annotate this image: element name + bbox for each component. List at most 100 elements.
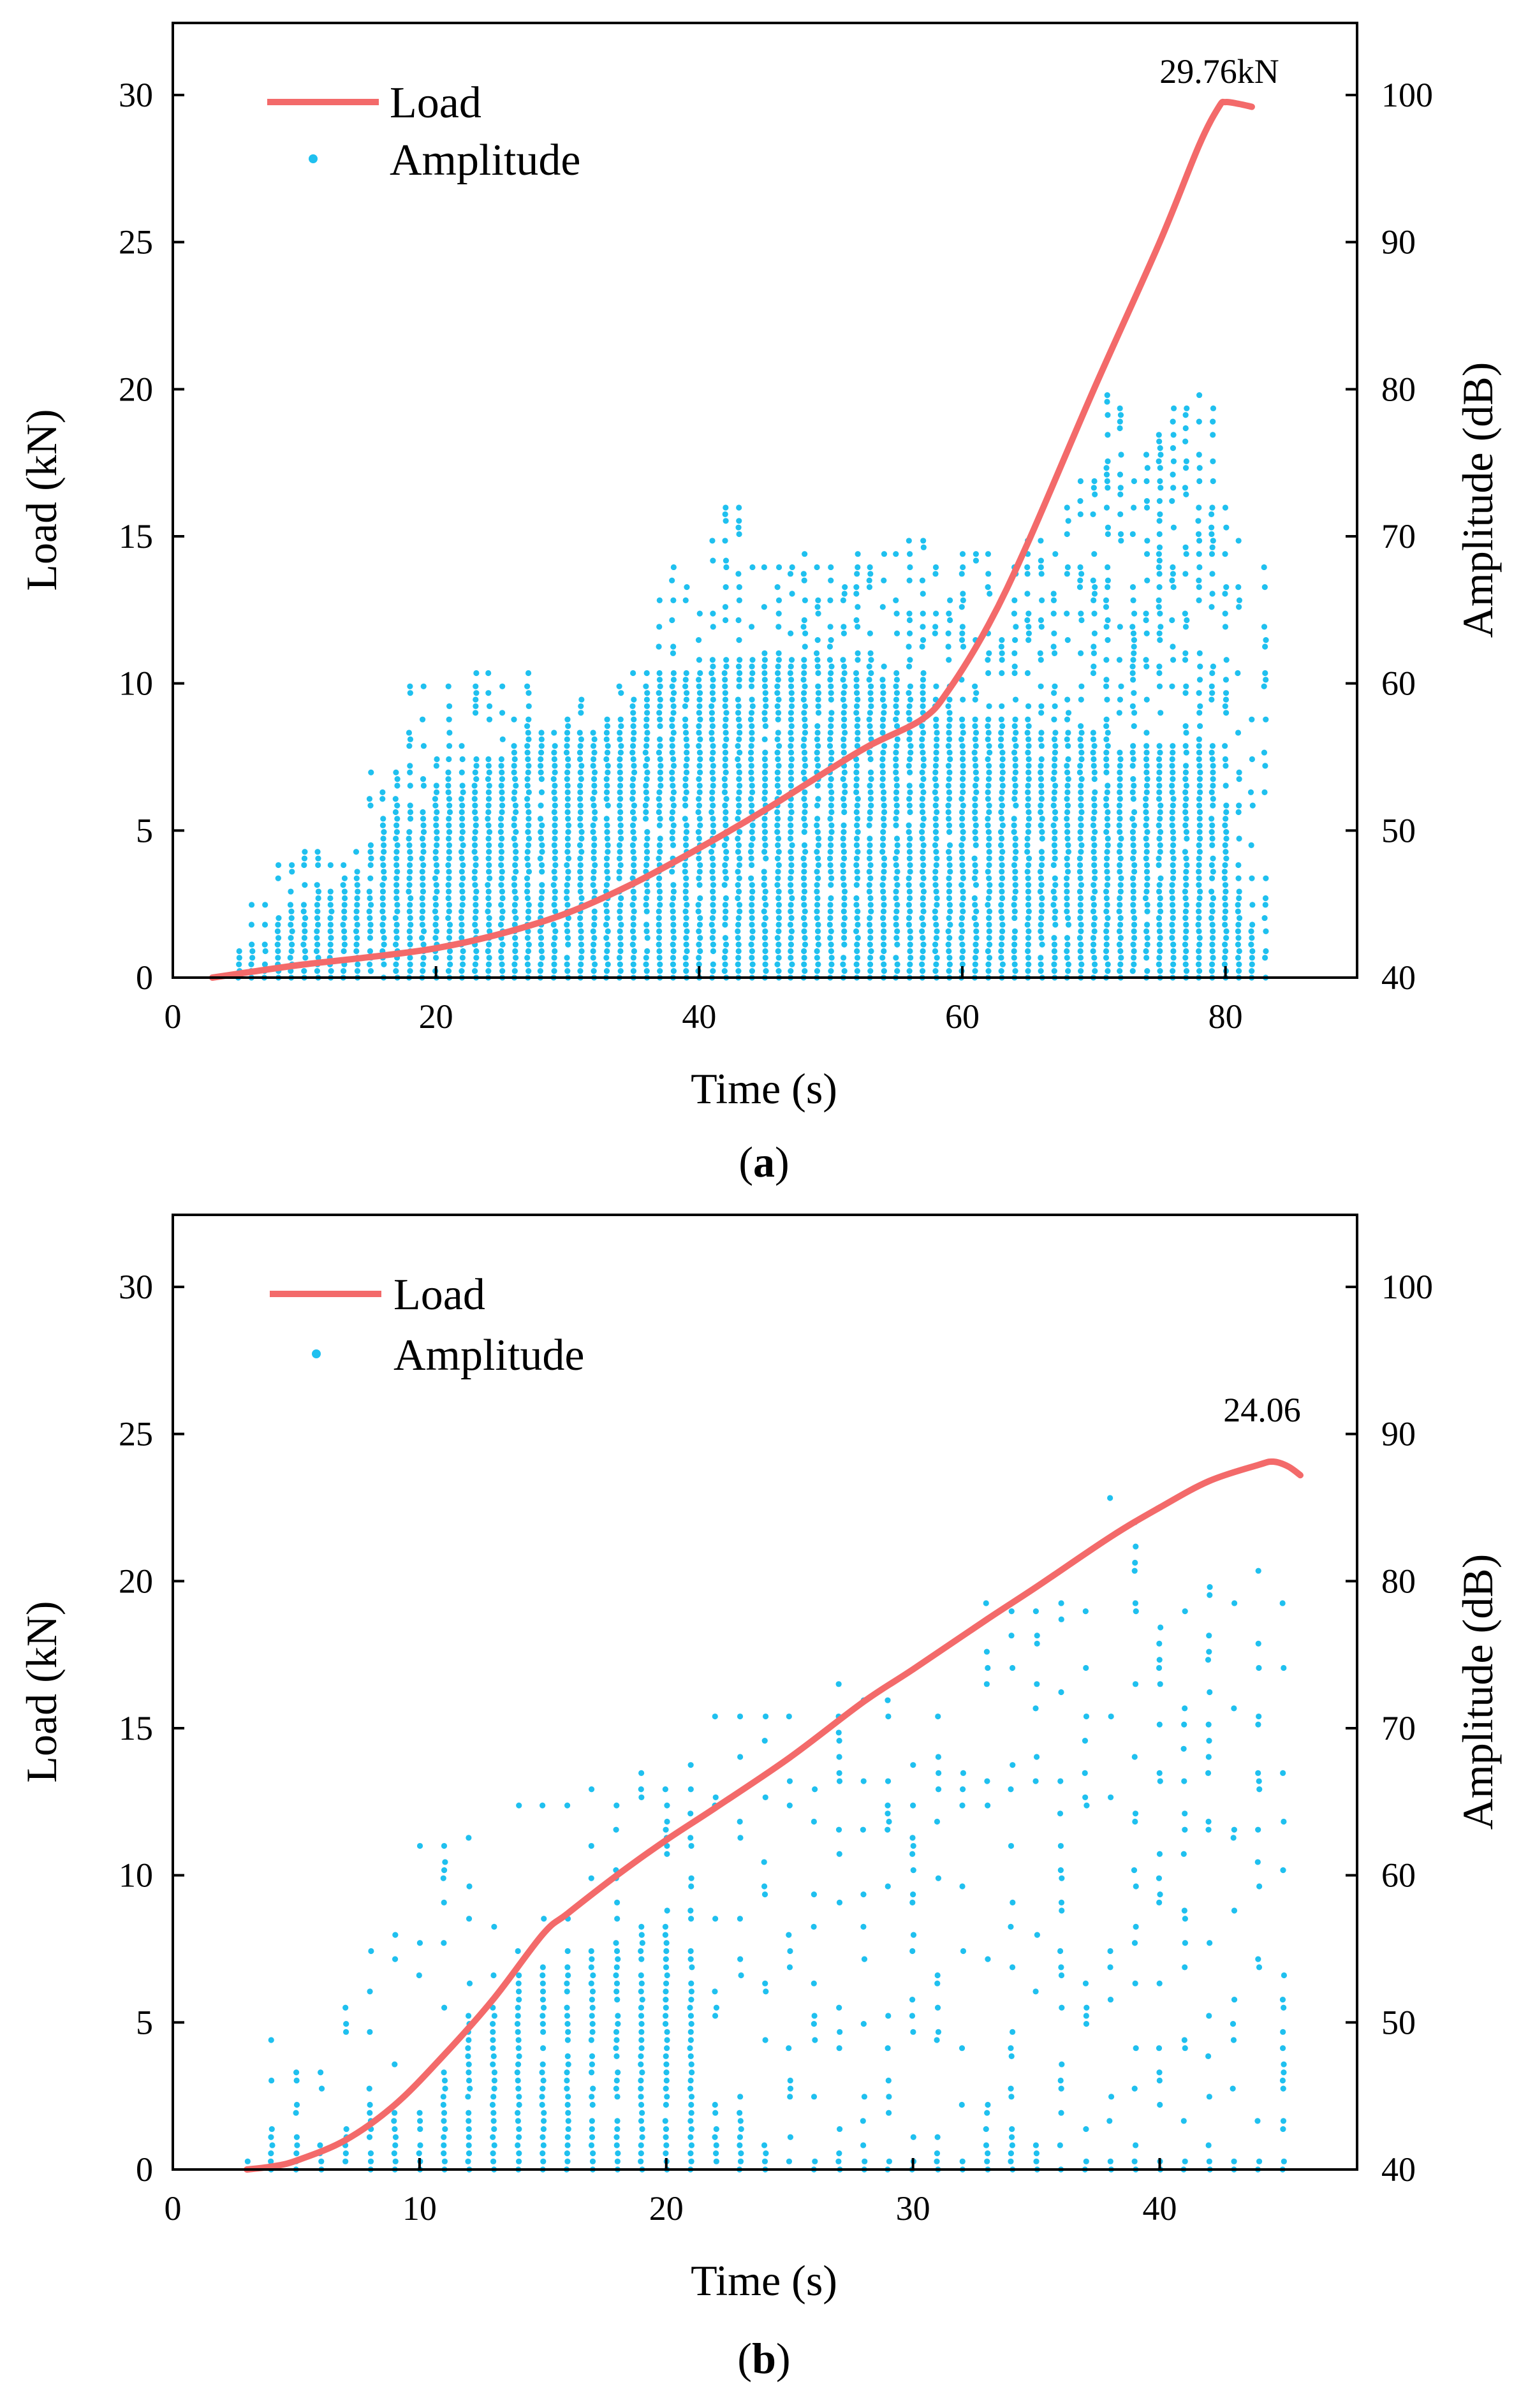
amplitude-point: [853, 683, 860, 689]
amplitude-point: [392, 2061, 398, 2067]
amplitude-point: [1182, 2045, 1188, 2052]
amplitude-point: [814, 908, 820, 914]
amplitude-point: [814, 928, 821, 934]
amplitude-point: [1196, 538, 1203, 544]
amplitude-point: [855, 604, 861, 610]
amplitude-point: [643, 696, 650, 703]
amplitude-point: [1078, 756, 1085, 763]
amplitude-point: [906, 921, 912, 928]
amplitude-point: [1223, 816, 1229, 822]
amplitude-point: [603, 882, 610, 888]
amplitude-point: [440, 2094, 446, 2100]
amplitude-point: [511, 961, 518, 967]
amplitude-point: [1143, 610, 1149, 617]
amplitude-point: [841, 663, 848, 670]
amplitude-point: [959, 955, 966, 961]
amplitude-point: [1196, 577, 1202, 584]
amplitude-point: [709, 723, 716, 730]
amplitude-point: [1196, 968, 1203, 974]
amplitude-point: [1131, 690, 1137, 696]
amplitude-point: [827, 782, 834, 789]
amplitude-point: [1064, 902, 1070, 908]
amplitude-point: [737, 749, 743, 756]
amplitude-point: [737, 829, 743, 835]
amplitude-point: [643, 928, 650, 934]
amplitude-point: [274, 928, 281, 934]
amplitude-point: [638, 1923, 645, 1930]
amplitude-point: [748, 763, 754, 769]
amplitude-point: [472, 914, 479, 921]
amplitude-point: [643, 743, 650, 749]
amplitude-point: [735, 869, 741, 875]
amplitude-point: [1038, 822, 1044, 828]
amplitude-point: [748, 769, 754, 775]
y2-tick-label: 50: [1381, 811, 1416, 849]
amplitude-point: [1281, 1664, 1287, 1671]
amplitude-point: [1057, 1867, 1064, 1874]
amplitude-point: [841, 736, 847, 742]
amplitude-point: [590, 2150, 596, 2157]
amplitude-point: [1012, 637, 1018, 643]
amplitude-point: [1143, 888, 1150, 895]
amplitude-point: [774, 749, 781, 756]
amplitude-point: [972, 902, 978, 908]
legend-amplitude-label: Amplitude: [390, 136, 580, 185]
amplitude-point: [866, 677, 872, 683]
amplitude-point: [709, 670, 715, 677]
amplitude-point: [406, 882, 413, 888]
amplitude-point: [710, 888, 716, 895]
amplitude-point: [910, 1802, 916, 1809]
y-tick-label: 25: [119, 1415, 153, 1453]
amplitude-point: [1248, 941, 1254, 948]
amplitude-point: [761, 895, 768, 902]
amplitude-point: [984, 2110, 990, 2116]
amplitude-point: [644, 730, 650, 736]
amplitude-point: [1156, 835, 1163, 842]
amplitude-point: [861, 2094, 868, 2100]
amplitude-point: [670, 763, 677, 769]
amplitude-point: [932, 948, 939, 955]
amplitude-point: [459, 869, 465, 875]
amplitude-point: [1117, 763, 1123, 769]
amplitude-point: [236, 948, 242, 955]
amplitude-point: [1197, 769, 1203, 775]
amplitude-point: [656, 955, 663, 961]
amplitude-point: [1156, 571, 1163, 577]
amplitude-point: [473, 908, 479, 914]
amplitude-point: [591, 776, 598, 782]
amplitude-point: [1156, 663, 1163, 670]
amplitude-point: [932, 564, 939, 571]
amplitude-point: [1182, 961, 1189, 967]
amplitude-point: [920, 822, 926, 828]
amplitude-point: [1170, 961, 1177, 967]
amplitude-point: [1206, 1648, 1212, 1655]
amplitude-point: [933, 683, 939, 689]
amplitude-point: [1235, 730, 1242, 736]
amplitude-point: [1143, 782, 1150, 789]
amplitude-point: [802, 809, 808, 816]
amplitude-point: [853, 789, 860, 795]
amplitude-point: [631, 730, 637, 736]
amplitude-point: [1196, 855, 1202, 862]
amplitude-point: [696, 961, 702, 967]
amplitude-point: [842, 584, 848, 591]
amplitude-point: [1130, 882, 1136, 888]
amplitude-point: [485, 690, 492, 696]
amplitude-point: [827, 624, 834, 630]
amplitude-point: [1262, 902, 1268, 908]
amplitude-point: [762, 955, 768, 961]
amplitude-point: [663, 1948, 670, 1955]
amplitude-point: [959, 849, 965, 855]
amplitude-point: [617, 914, 623, 921]
amplitude-point: [934, 895, 940, 902]
amplitude-point: [1077, 478, 1084, 485]
amplitude-point: [512, 935, 518, 941]
amplitude-point: [485, 816, 491, 822]
amplitude-point: [880, 690, 886, 696]
amplitude-point: [392, 2125, 398, 2133]
amplitude-point: [236, 961, 242, 967]
amplitude-point: [828, 829, 835, 835]
amplitude-point: [749, 564, 756, 571]
amplitude-point: [498, 948, 504, 955]
amplitude-point: [314, 941, 321, 948]
